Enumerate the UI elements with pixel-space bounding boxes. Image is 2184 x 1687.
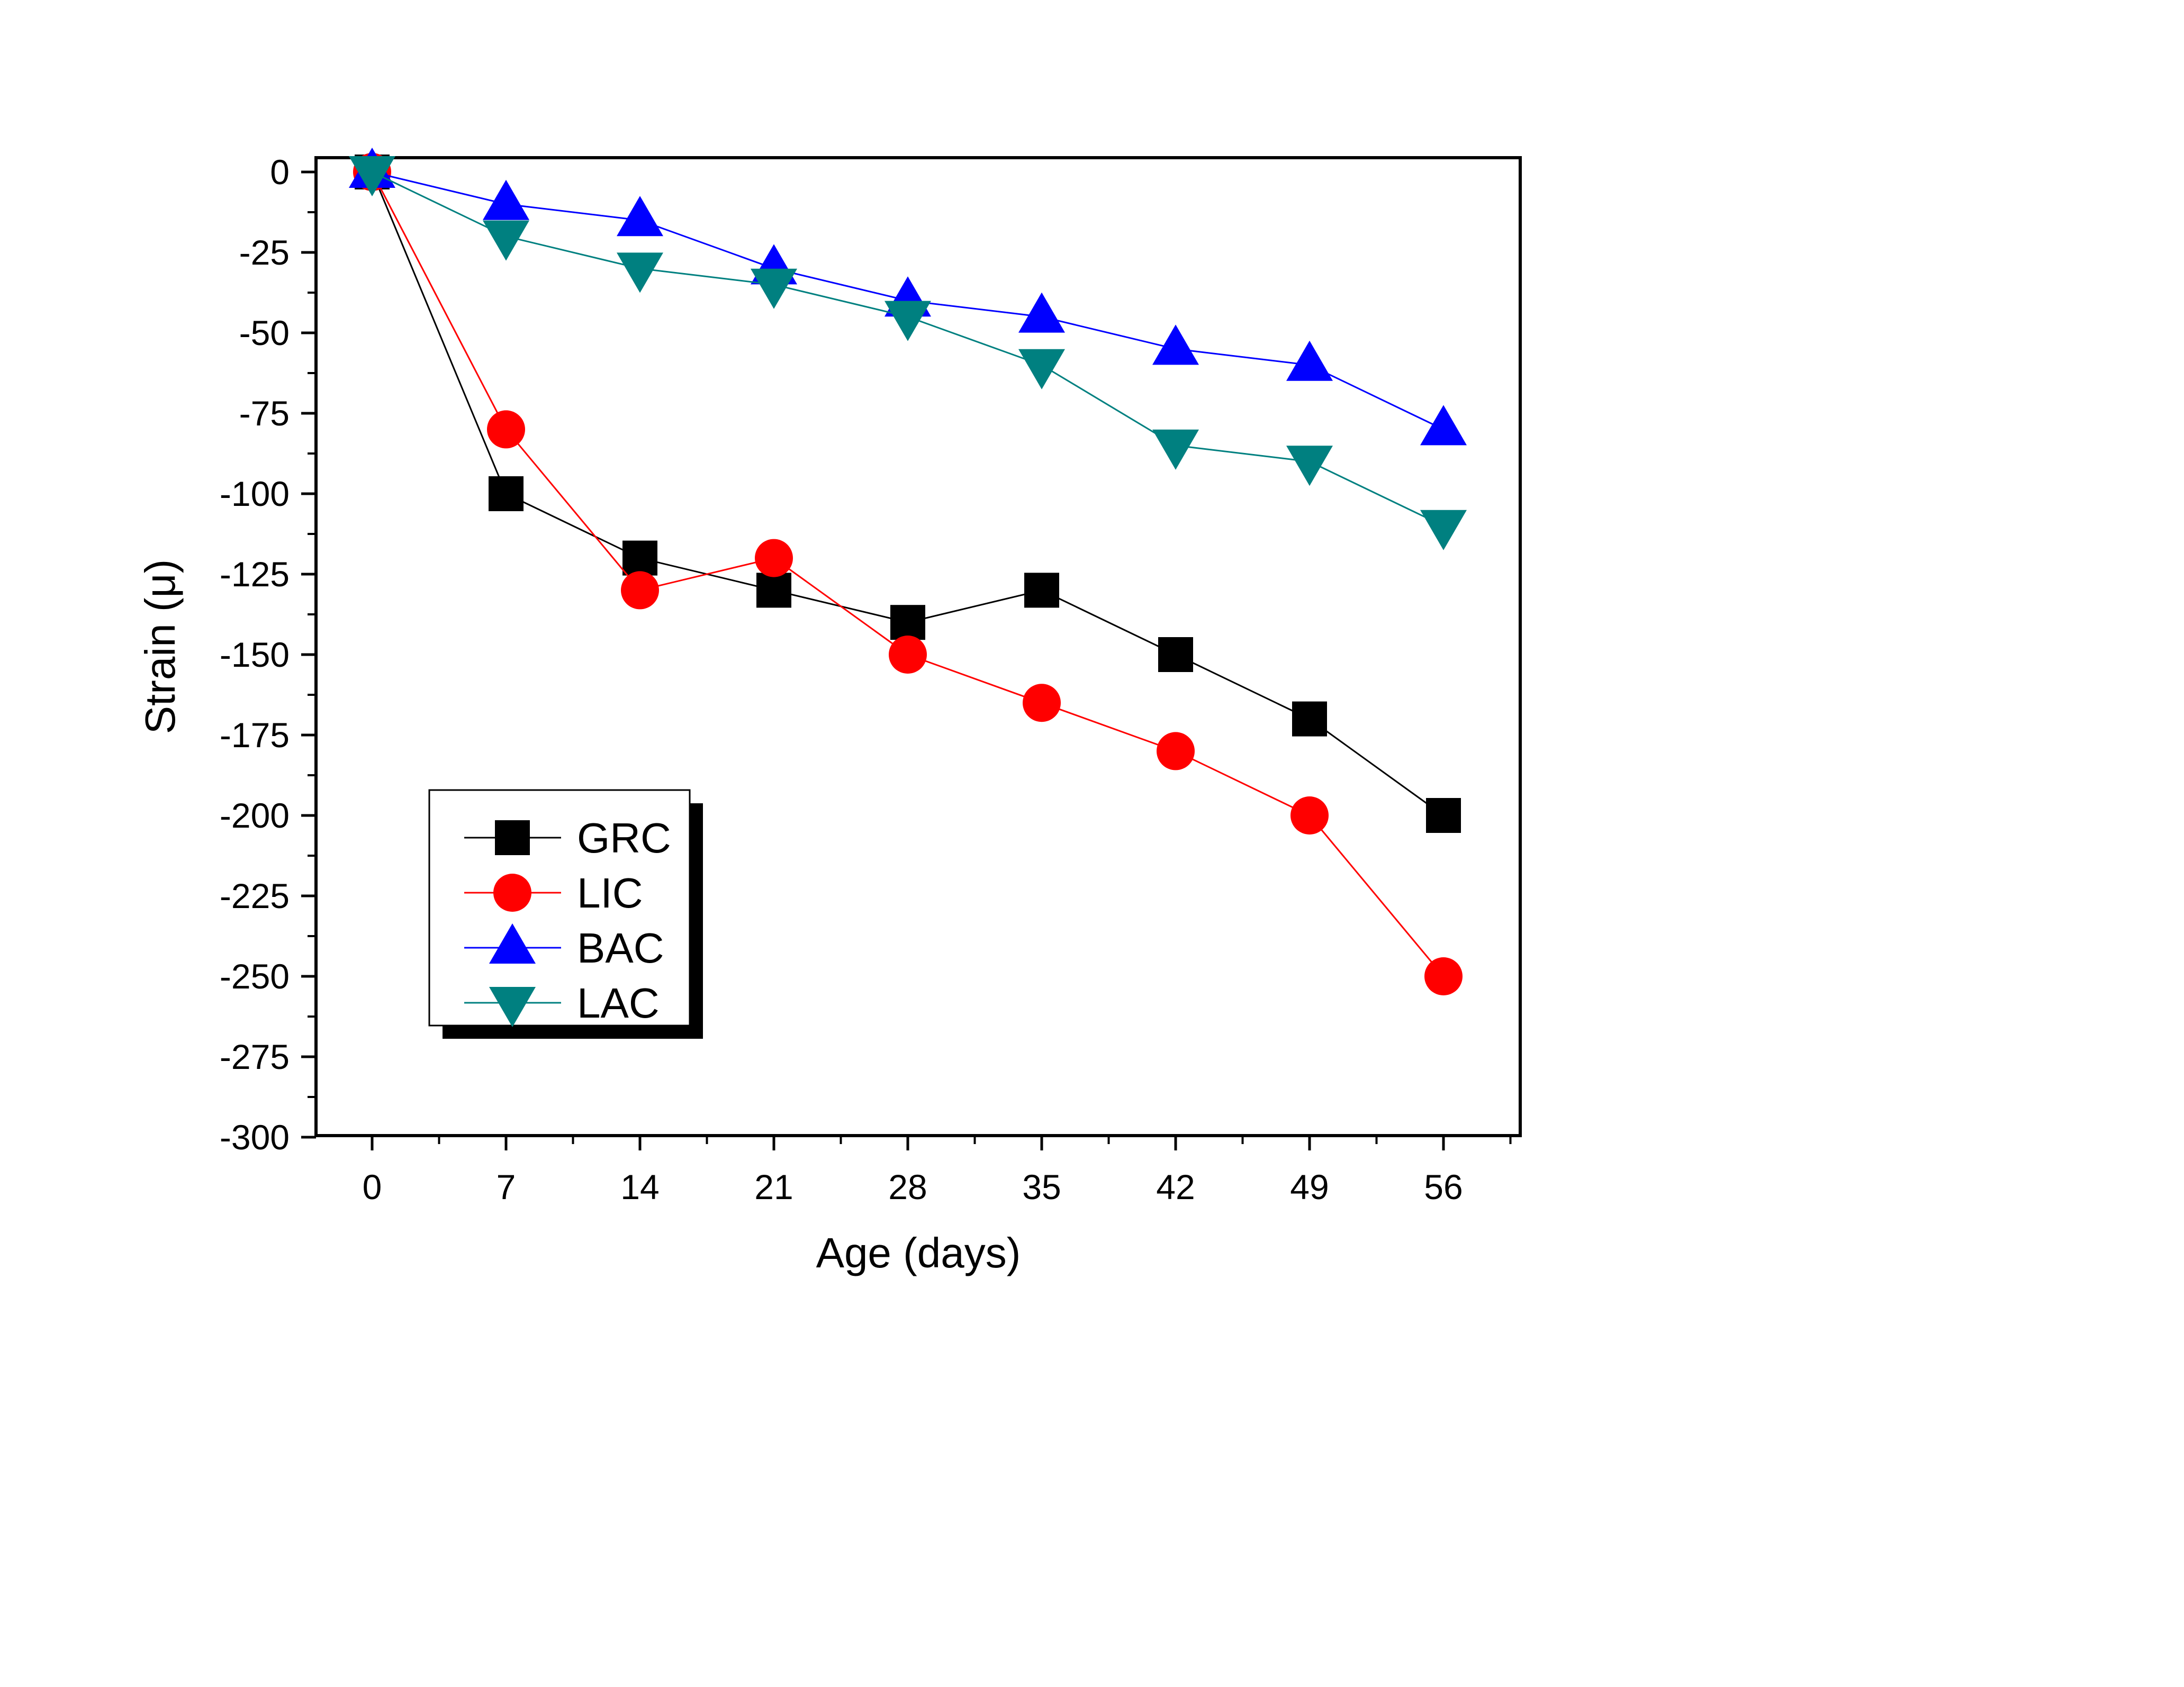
- y-tick-label: -50: [239, 313, 290, 352]
- x-tick-label: 14: [620, 1167, 659, 1207]
- x-tick-label: 21: [754, 1167, 793, 1207]
- legend-item-lic: LIC: [464, 869, 643, 917]
- data-point: [1023, 684, 1061, 722]
- data-point: [622, 540, 657, 576]
- data-point: [483, 179, 529, 220]
- data-point: [617, 196, 663, 237]
- data-point: [487, 410, 525, 449]
- data-point: [1157, 732, 1195, 770]
- y-tick-label: -275: [220, 1037, 290, 1076]
- legend-item-bac: BAC: [464, 923, 664, 972]
- data-point: [1286, 446, 1333, 486]
- data-point: [889, 636, 927, 674]
- y-axis-title: Strain (μ): [137, 559, 184, 734]
- series-line: [372, 171, 1444, 527]
- y-tick-label: -100: [220, 474, 290, 513]
- y-tick-label: -200: [220, 796, 290, 835]
- data-point: [1018, 292, 1065, 333]
- data-point: [489, 476, 524, 511]
- y-tick-label: -75: [239, 394, 290, 433]
- legend-marker: [489, 923, 536, 964]
- x-tick-label: 0: [363, 1167, 382, 1207]
- legend-marker: [493, 874, 531, 912]
- data-point: [483, 220, 529, 261]
- data-point: [890, 605, 925, 640]
- y-tick-label: -125: [220, 555, 290, 594]
- data-point: [621, 571, 659, 610]
- data-point: [1158, 637, 1193, 672]
- data-point: [756, 573, 791, 608]
- data-point: [1426, 798, 1461, 833]
- y-tick-label: -150: [220, 635, 290, 674]
- data-point: [755, 539, 793, 577]
- data-point: [1018, 349, 1065, 389]
- data-point: [1024, 573, 1059, 608]
- data-point: [617, 252, 663, 293]
- data-point: [1286, 340, 1333, 381]
- y-tick-label: -300: [220, 1118, 290, 1157]
- data-point: [349, 156, 395, 196]
- y-tick-label: -250: [220, 957, 290, 996]
- data-point: [751, 268, 797, 309]
- x-axis-title: Age (days): [816, 1229, 1021, 1276]
- x-tick-label: 49: [1290, 1167, 1329, 1207]
- x-tick-label: 42: [1156, 1167, 1195, 1207]
- x-tick-label: 56: [1424, 1167, 1463, 1207]
- y-axis: 0 -25 -50 -75 -100 -125 -150 -175 -200 -225 -250 -2…: [220, 152, 316, 1157]
- legend-marker: [495, 820, 530, 855]
- data-point: [885, 301, 931, 341]
- series-layer: [349, 148, 1467, 995]
- y-tick-label: -225: [220, 876, 290, 915]
- y-tick-label: -175: [220, 715, 290, 755]
- y-tick-label: 0: [270, 152, 290, 192]
- legend-label: LAC: [577, 979, 660, 1027]
- legend-label: GRC: [577, 814, 671, 861]
- legend-item-grc: GRC: [464, 814, 671, 861]
- y-tick-label: -25: [239, 233, 290, 272]
- plot-frame: [314, 156, 1522, 1137]
- data-point: [1152, 429, 1199, 470]
- series-grc: [355, 155, 1461, 833]
- series-bac: [349, 148, 1467, 446]
- legend: GRC LIC BAC LAC: [428, 789, 703, 1039]
- legend-label: LIC: [577, 869, 643, 917]
- series-lac: [349, 156, 1467, 550]
- data-point: [1152, 324, 1199, 365]
- x-axis: 0 7 14 21 28 35 42 49 56: [363, 1136, 1512, 1207]
- data-point: [1424, 957, 1463, 995]
- legend-marker: [489, 987, 536, 1027]
- x-tick-label: 28: [888, 1167, 927, 1207]
- legend-label: BAC: [577, 924, 664, 972]
- data-point: [1420, 405, 1467, 446]
- data-point: [1290, 796, 1329, 835]
- series-line: [371, 171, 1444, 817]
- legend-box: [428, 789, 691, 1027]
- data-point: [1420, 510, 1467, 550]
- legend-item-lac: LAC: [464, 979, 660, 1027]
- data-point: [1292, 701, 1327, 737]
- x-tick-label: 35: [1022, 1167, 1061, 1207]
- x-tick-label: 7: [497, 1167, 516, 1207]
